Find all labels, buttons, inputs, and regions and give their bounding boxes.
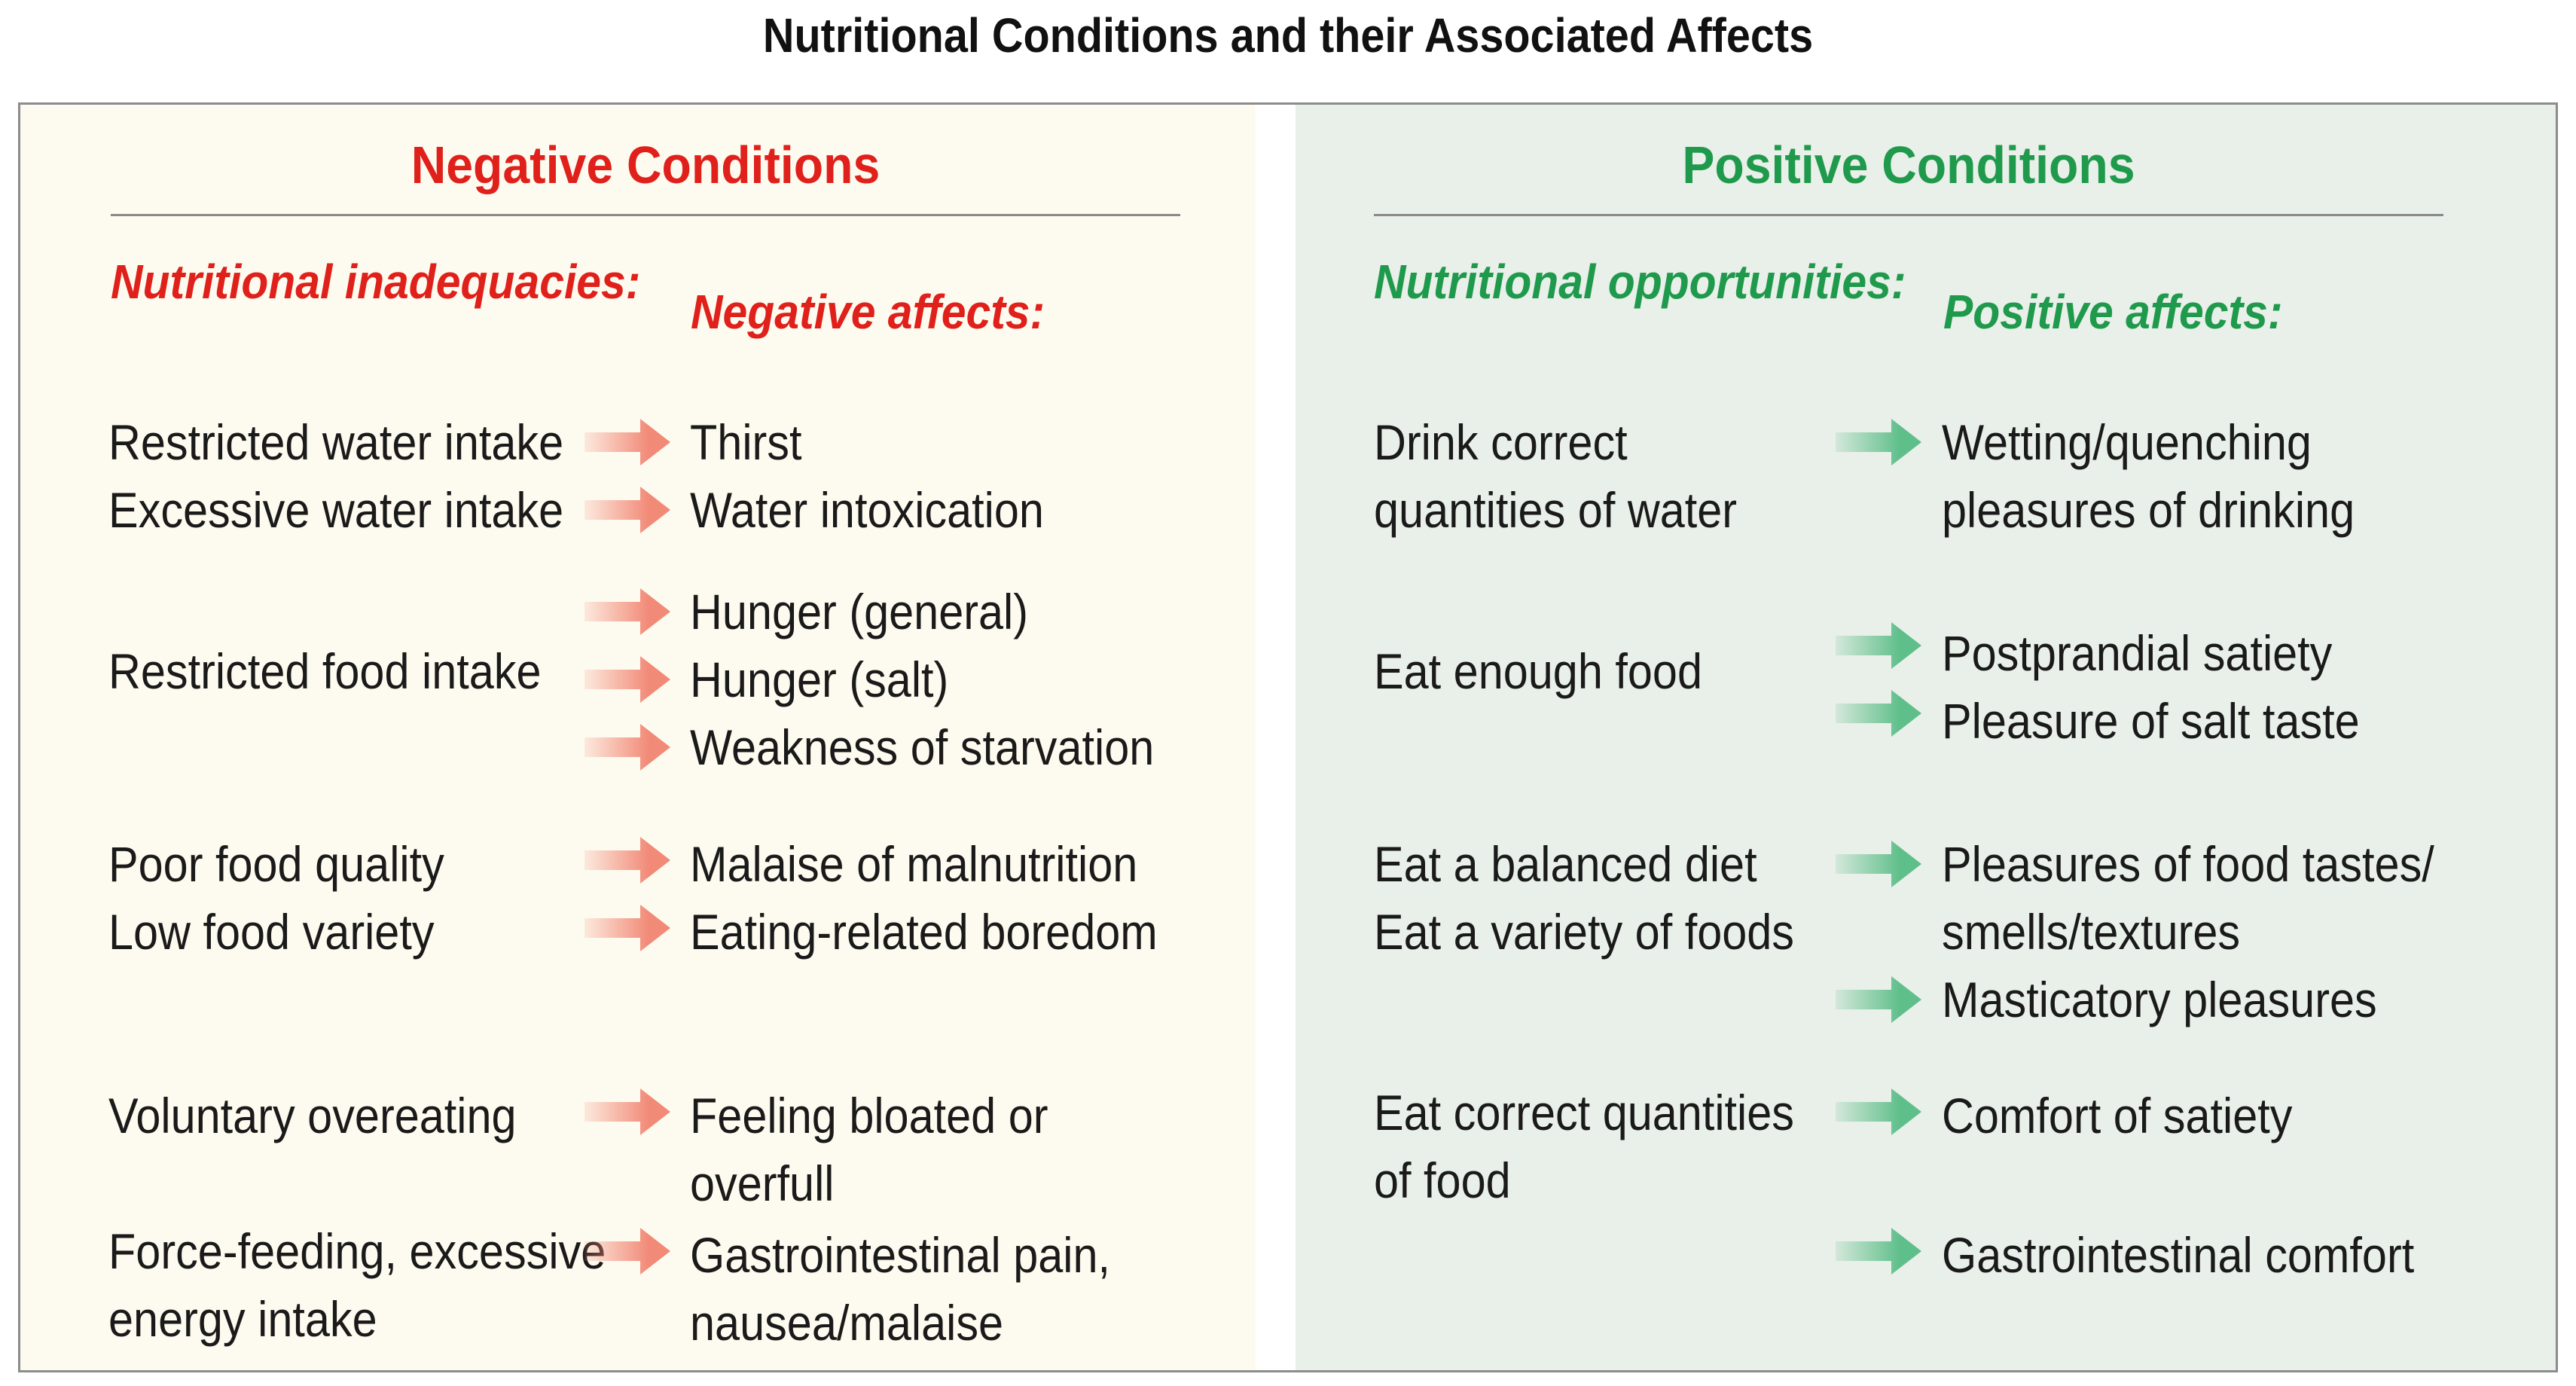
arrow-right-icon xyxy=(584,1228,670,1275)
arrow-right-icon xyxy=(584,419,670,466)
negative-col2-header: Negative affects: xyxy=(691,285,1045,339)
negative-col1-header: Nutritional inadequacies: xyxy=(111,255,641,309)
positive-affect: Masticatory pleasures xyxy=(1942,972,2377,1027)
negative-affect: Hunger (salt) xyxy=(690,652,949,707)
negative-affect: Thirst xyxy=(690,414,802,470)
positive-affect: Wetting/quenching pleasures of drinking xyxy=(1942,414,2355,538)
negative-condition: Poor food quality xyxy=(108,836,444,892)
negative-condition: Voluntary overeating xyxy=(108,1088,517,1143)
negative-affect: Eating-related boredom xyxy=(690,904,1158,960)
positive-condition: Eat enough food xyxy=(1374,643,1702,699)
arrow-right-icon xyxy=(1836,690,1921,737)
negative-panel-divider xyxy=(111,214,1180,216)
negative-affect: Feeling bloated or overfull xyxy=(690,1088,1048,1211)
negative-condition: Low food variety xyxy=(108,904,435,960)
negative-affect: Hunger (general) xyxy=(690,584,1029,640)
negative-affect: Weakness of starvation xyxy=(690,719,1155,775)
arrow-right-icon xyxy=(584,487,670,533)
negative-panel-title: Negative Conditions xyxy=(411,136,881,194)
positive-condition: Drink correct quantities of water xyxy=(1374,414,1738,538)
negative-affect: Gastrointestinal pain, nausea/malaise xyxy=(690,1227,1111,1351)
positive-panel-divider xyxy=(1374,214,2443,216)
arrow-right-icon xyxy=(584,1088,670,1135)
negative-condition: Force-feeding, excessive energy intake xyxy=(108,1223,606,1347)
positive-affect: Pleasure of salt taste xyxy=(1942,693,2360,749)
arrow-right-icon xyxy=(1836,622,1921,669)
arrow-right-icon xyxy=(1836,1228,1921,1275)
positive-col2-header: Positive affects: xyxy=(1943,285,2283,339)
negative-condition: Restricted food intake xyxy=(108,643,542,699)
positive-affect: Pleasures of food tastes/ smells/texture… xyxy=(1942,836,2434,960)
arrow-right-icon xyxy=(584,656,670,703)
negative-affect: Malaise of malnutrition xyxy=(690,836,1138,892)
negative-condition: Restricted water intake xyxy=(108,414,564,470)
positive-affect: Comfort of satiety xyxy=(1942,1088,2293,1143)
arrow-right-icon xyxy=(584,837,670,884)
negative-condition: Excessive water intake xyxy=(108,482,564,538)
figure-frame xyxy=(18,102,2558,1372)
positive-condition: Eat a balanced diet Eat a variety of foo… xyxy=(1374,836,1795,960)
positive-condition: Eat correct quantities of food xyxy=(1374,1085,1794,1208)
arrow-right-icon xyxy=(584,588,670,635)
figure-title: Nutritional Conditions and their Associa… xyxy=(762,8,1814,63)
positive-affect: Gastrointestinal comfort xyxy=(1942,1227,2415,1283)
positive-affect: Postprandial satiety xyxy=(1942,625,2333,681)
arrow-right-icon xyxy=(1836,1088,1921,1135)
arrow-right-icon xyxy=(1836,841,1921,887)
arrow-right-icon xyxy=(584,724,670,771)
positive-panel-title: Positive Conditions xyxy=(1682,136,2135,194)
positive-panel: Positive Conditions Nutritional opportun… xyxy=(1296,105,2556,1370)
positive-col1-header: Nutritional opportunities: xyxy=(1374,255,1906,309)
negative-panel: Negative Conditions Nutritional inadequa… xyxy=(20,105,1256,1370)
arrow-right-icon xyxy=(1836,976,1921,1023)
arrow-right-icon xyxy=(584,905,670,951)
negative-affect: Water intoxication xyxy=(690,482,1044,538)
arrow-right-icon xyxy=(1836,419,1921,466)
